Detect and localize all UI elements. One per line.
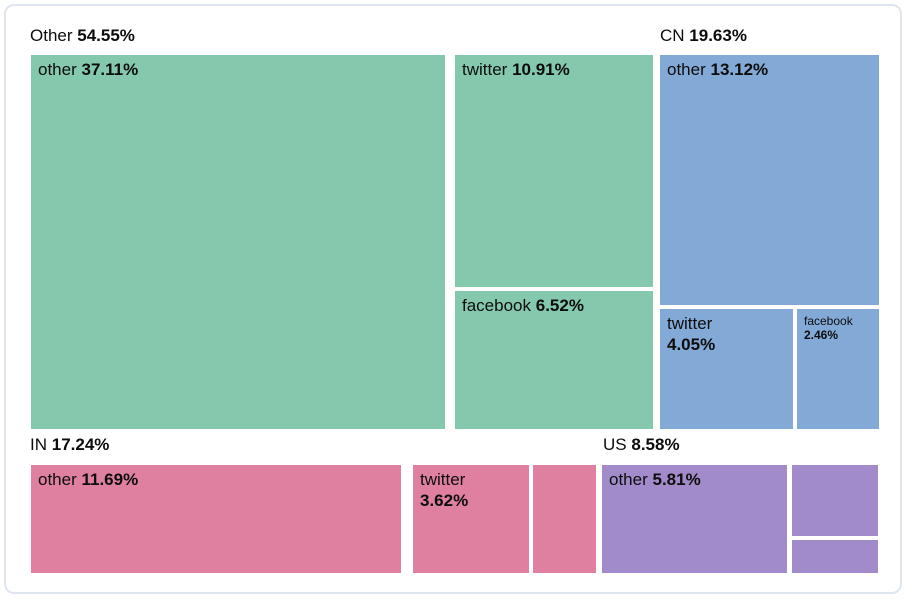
group-name: Other [30, 26, 73, 45]
tile-other-twitter[interactable]: twitter 10.91% [455, 55, 653, 287]
tile-us-other[interactable]: other 5.81% [602, 465, 787, 573]
tile-label: other [38, 470, 77, 489]
group-name: CN [660, 26, 685, 45]
tile-value: 11.69% [81, 470, 139, 489]
tile-value: 5.81% [652, 470, 701, 489]
tile-value: 37.11% [81, 60, 139, 79]
tile-label: facebook [462, 296, 531, 315]
tile-value: 13.12% [710, 60, 769, 79]
tile-in-unlabeled[interactable] [533, 465, 596, 573]
group-name: IN [30, 435, 47, 454]
tile-label: twitter [420, 470, 466, 489]
tile-value: 2.46% [804, 328, 839, 342]
tile-value: 6.52% [535, 296, 584, 315]
tile-value: 10.91% [512, 60, 570, 79]
tile-label: other [38, 60, 77, 79]
tile-label: twitter [462, 60, 508, 79]
group-label-other: Other 54.55% [30, 26, 135, 46]
tile-cn-facebook[interactable]: facebook 2.46% [797, 309, 879, 429]
tile-other-facebook[interactable]: facebook 6.52% [455, 291, 653, 429]
group-label-in: IN 17.24% [30, 435, 109, 455]
tile-label: twitter [667, 314, 713, 333]
group-name: US [603, 435, 627, 454]
group-label-cn: CN 19.63% [660, 26, 747, 46]
tile-value: 4.05% [667, 335, 716, 354]
tile-value: 3.62% [420, 491, 469, 510]
group-percentage: 17.24% [51, 435, 110, 454]
tile-label: other [667, 60, 706, 79]
tile-cn-other[interactable]: other 13.12% [660, 55, 879, 305]
tile-us-unlabeled-2[interactable] [792, 540, 878, 573]
group-label-us: US 8.58% [603, 435, 680, 455]
tile-in-twitter[interactable]: twitter 3.62% [413, 465, 529, 573]
group-percentage: 19.63% [689, 26, 747, 45]
tile-other-other[interactable]: other 37.11% [31, 55, 445, 429]
tile-label: other [609, 470, 648, 489]
tile-cn-twitter[interactable]: twitter 4.05% [660, 309, 793, 429]
group-percentage: 54.55% [77, 26, 135, 45]
group-percentage: 8.58% [631, 435, 680, 454]
tile-in-other[interactable]: other 11.69% [31, 465, 401, 573]
tile-us-unlabeled-1[interactable] [792, 465, 878, 536]
tile-label: facebook [804, 314, 853, 328]
